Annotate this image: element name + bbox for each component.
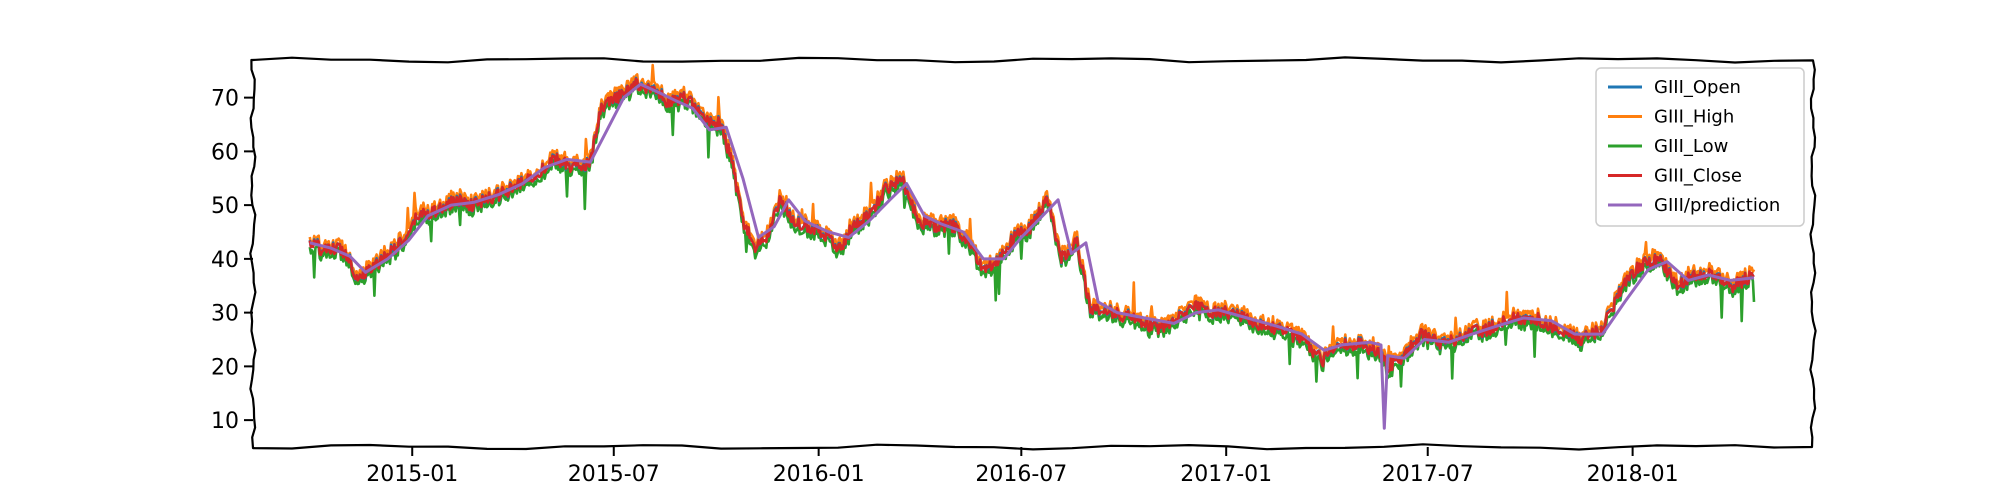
legend-entry: GIII_Low [1654, 136, 1728, 157]
x-axis: 2015-01 2015-07 2016-01 2016-07 2017-01 2017-… [366, 447, 1679, 487]
y-tick-label: 60 [211, 140, 239, 165]
x-tick-label: 2016-01 [773, 462, 865, 487]
y-tick-label: 70 [211, 87, 239, 112]
series-line-prediction [309, 82, 1755, 430]
legend-entry: GIII_High [1654, 107, 1734, 128]
series-line-high [308, 63, 1756, 369]
y-axis: 10 20 30 40 50 60 70 [211, 87, 253, 434]
x-tick-label: 2015-01 [366, 462, 458, 487]
x-tick-label: 2017-01 [1180, 462, 1272, 487]
y-tick-label: 50 [211, 194, 239, 219]
legend-entry: GIII/prediction [1654, 195, 1780, 216]
x-tick-label: 2015-07 [568, 462, 660, 487]
legend-box [1595, 67, 1805, 227]
y-tick-label: 10 [211, 409, 239, 434]
axes-frame [249, 56, 1817, 451]
y-tick-label: 30 [211, 302, 239, 327]
legend-entry: GIII_Close [1654, 166, 1742, 187]
y-tick-label: 40 [211, 248, 239, 273]
legend-entry: GIII_Open [1654, 77, 1741, 98]
legend: GIII_Open GIII_High GIII_Low GIII_Close GIII… [1595, 67, 1805, 227]
series-layer [308, 63, 1756, 430]
x-tick-label: 2018-01 [1587, 462, 1679, 487]
series-line-close [308, 77, 1755, 374]
x-tick-label: 2016-07 [975, 462, 1067, 487]
series-line-low [308, 80, 1756, 388]
x-tick-label: 2017-07 [1382, 462, 1474, 487]
y-tick-label: 20 [211, 355, 239, 380]
